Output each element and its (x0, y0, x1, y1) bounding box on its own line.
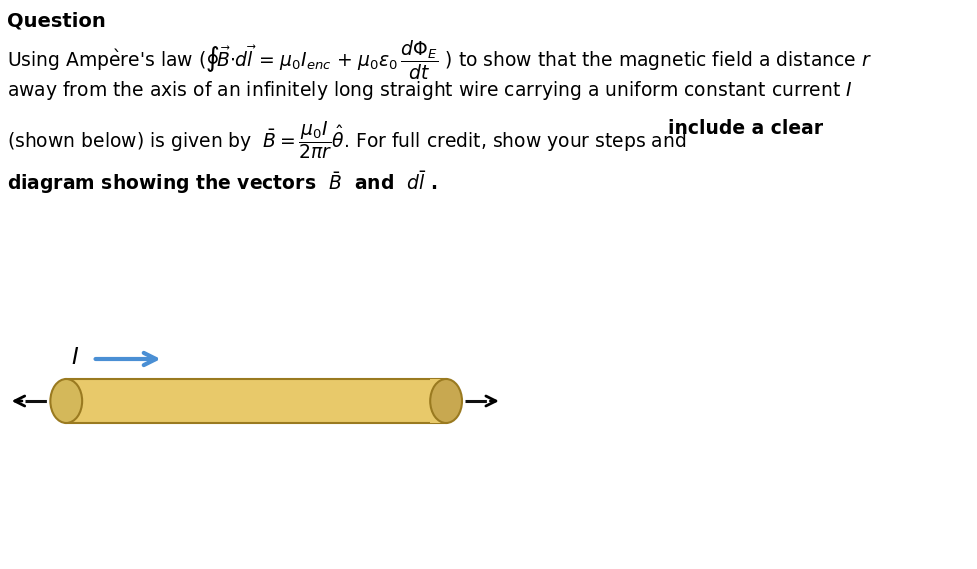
Text: away from the axis of an infinitely long straight wire carrying a uniform consta: away from the axis of an infinitely long… (7, 79, 853, 102)
Bar (430, 379, 446, 423)
Ellipse shape (51, 379, 82, 423)
Ellipse shape (430, 379, 462, 423)
Text: diagram showing the vectors  $\bar{B}$  and  $d\bar{l}$ .: diagram showing the vectors $\bar{B}$ an… (7, 169, 438, 196)
Text: Using Amp$\mathrm{\grave{e}}$re's law ($\oint\!\vec{B}{\cdot}d\vec{l}$ = $\mu_0 : Using Amp$\mathrm{\grave{e}}$re's law ($… (7, 39, 872, 82)
Text: Question: Question (7, 11, 106, 30)
Text: $I$: $I$ (70, 345, 79, 369)
Bar (66, 379, 446, 423)
Text: (shown below) is given by  $\bar{B} = \dfrac{\mu_0 I}{2\pi r}\hat{\theta}$. For : (shown below) is given by $\bar{B} = \df… (7, 119, 688, 161)
Text: include a clear: include a clear (668, 119, 823, 138)
